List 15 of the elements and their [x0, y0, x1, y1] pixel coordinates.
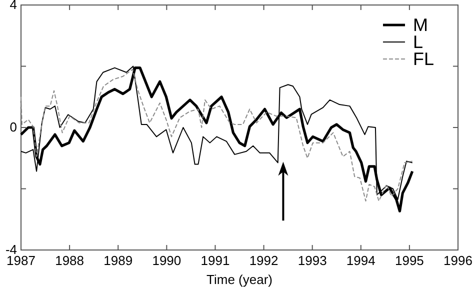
legend-label: L: [413, 32, 424, 52]
legend-label: M: [413, 15, 428, 35]
y-tick-label: 4: [10, 0, 17, 12]
x-tick-label: 1989: [104, 253, 133, 268]
x-tick-label: 1990: [152, 253, 182, 268]
x-tick-label: 1995: [394, 253, 424, 268]
x-tick-label: 1994: [346, 253, 376, 268]
legend-label: FL: [413, 49, 434, 69]
x-tick-label: 1991: [200, 253, 230, 268]
x-tick-label: 1992: [249, 253, 278, 268]
x-tick-label: 1993: [298, 253, 327, 268]
x-tick-label: 1988: [55, 253, 84, 268]
x-tick-label: 1996: [444, 253, 472, 268]
y-tick-label: 0: [10, 120, 17, 135]
x-axis-title: Time (year): [206, 272, 272, 287]
